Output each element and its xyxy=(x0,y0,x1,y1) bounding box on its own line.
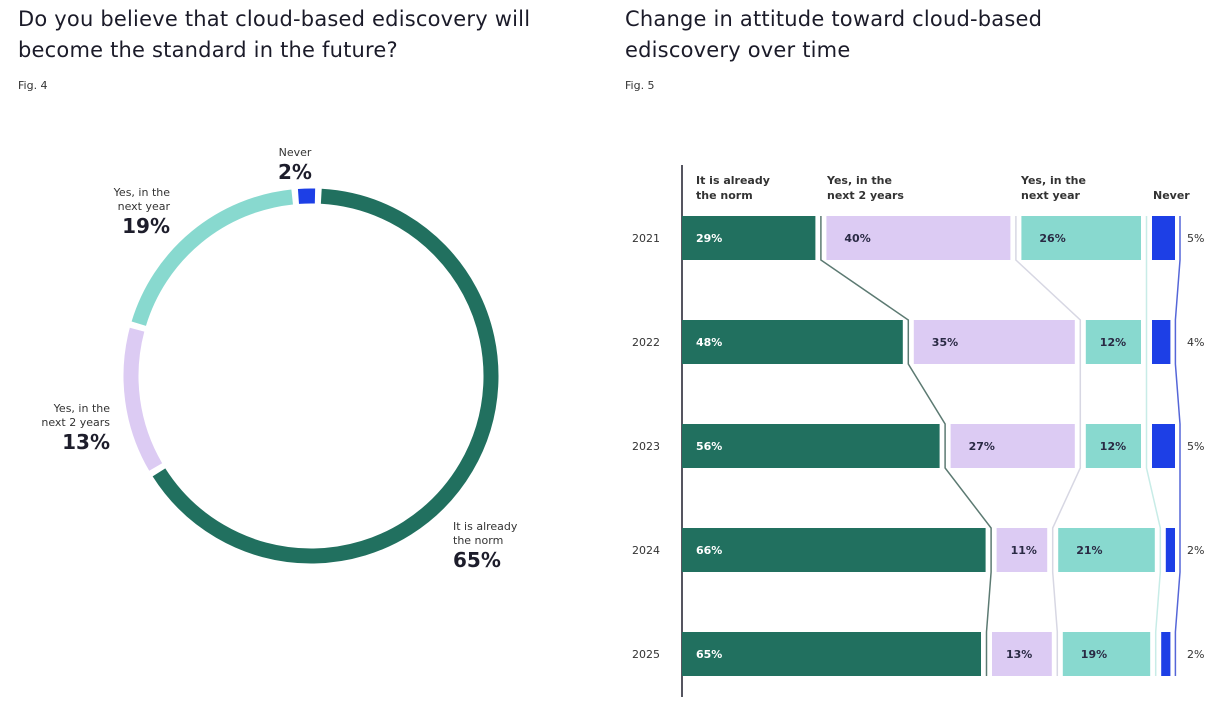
donut-label-text: next 2 years xyxy=(41,416,110,429)
connector-line xyxy=(1015,216,1082,676)
donut-label-text: next year xyxy=(118,200,171,213)
svg-text:Yes, in the: Yes, in the xyxy=(1020,174,1086,187)
bar-segment xyxy=(996,528,1048,572)
series-header: Yes, in the next 2 years xyxy=(826,174,904,202)
bar-segment xyxy=(1152,216,1175,260)
bar-value-label: 26% xyxy=(1039,232,1065,245)
series-header: It is already the norm xyxy=(696,174,770,202)
bar-value-label: 12% xyxy=(1100,336,1126,349)
connector-line xyxy=(820,216,992,676)
donut-slice xyxy=(123,327,163,471)
bar-segment xyxy=(1165,528,1175,572)
bar-value-label: 27% xyxy=(969,440,995,453)
donut-label-text: Never xyxy=(279,146,312,159)
donut-value-label: 2% xyxy=(278,160,312,184)
bar-value-label: 5% xyxy=(1187,440,1204,453)
bar-segment xyxy=(826,216,1011,260)
bar-value-label: 2% xyxy=(1187,544,1204,557)
fig4-title: Do you believe that cloud-based ediscove… xyxy=(18,7,531,62)
fig4-label: Fig. 4 xyxy=(18,79,48,92)
bar-segment xyxy=(1161,632,1171,676)
bar-segment xyxy=(682,632,981,676)
bar-segment xyxy=(682,320,903,364)
bar-segment xyxy=(682,528,986,572)
bar-value-label: 5% xyxy=(1187,232,1204,245)
connector-line xyxy=(1174,216,1181,676)
bar-segment xyxy=(1021,216,1141,260)
bar-segment xyxy=(1152,320,1171,364)
bar-value-label: 4% xyxy=(1187,336,1204,349)
svg-text:Yes, in the: Yes, in the xyxy=(826,174,892,187)
donut-label-text: Yes, in the xyxy=(113,186,171,199)
bar-segment xyxy=(682,216,816,260)
bar-value-label: 48% xyxy=(696,336,722,349)
series-header: Yes, in the next year xyxy=(1020,174,1086,202)
year-label: 2023 xyxy=(632,440,660,453)
bar-value-label: 13% xyxy=(1006,648,1032,661)
bar-value-label: 12% xyxy=(1100,440,1126,453)
bar-segment xyxy=(913,320,1075,364)
bar-segment xyxy=(1062,632,1151,676)
svg-text:next 2 years: next 2 years xyxy=(827,189,904,202)
bar-segment xyxy=(992,632,1052,676)
bar-value-label: 56% xyxy=(696,440,722,453)
year-label: 2025 xyxy=(632,648,660,661)
donut-slice xyxy=(152,188,499,564)
series-header: Never xyxy=(1153,189,1190,202)
bar-segment xyxy=(682,424,940,468)
donut-slice xyxy=(131,189,293,326)
bar-value-label: 65% xyxy=(696,648,722,661)
bar-value-label: 11% xyxy=(1011,544,1037,557)
bar-segment xyxy=(950,424,1075,468)
fig5-label: Fig. 5 xyxy=(625,79,655,92)
year-label: 2022 xyxy=(632,336,660,349)
bar-value-label: 66% xyxy=(696,544,722,557)
donut-label-text: Yes, in the xyxy=(53,402,111,415)
donut-label-text: the norm xyxy=(453,534,503,547)
svg-text:next year: next year xyxy=(1021,189,1081,202)
svg-text:the norm: the norm xyxy=(696,189,753,202)
donut-value-label: 13% xyxy=(62,430,110,454)
bar-segment xyxy=(1085,424,1141,468)
bar-value-label: 2% xyxy=(1187,648,1204,661)
bar-value-label: 40% xyxy=(844,232,870,245)
svg-text:It is already: It is already xyxy=(696,174,770,187)
connector-line xyxy=(1145,216,1162,676)
bar-value-label: 19% xyxy=(1081,648,1107,661)
donut-value-label: 65% xyxy=(453,548,501,572)
donut-value-label: 19% xyxy=(122,214,170,238)
year-label: 2024 xyxy=(632,544,660,557)
donut-label-text: It is already xyxy=(453,520,518,533)
bar-segment xyxy=(1085,320,1141,364)
bar-segment xyxy=(1058,528,1155,572)
bar-value-label: 35% xyxy=(932,336,958,349)
bar-value-label: 29% xyxy=(696,232,722,245)
svg-text:Never: Never xyxy=(1153,189,1190,202)
fig5-title: Change in attitude toward cloud-based ed… xyxy=(625,7,1043,62)
bar-segment xyxy=(1152,424,1175,468)
year-label: 2021 xyxy=(632,232,660,245)
bar-value-label: 21% xyxy=(1076,544,1102,557)
